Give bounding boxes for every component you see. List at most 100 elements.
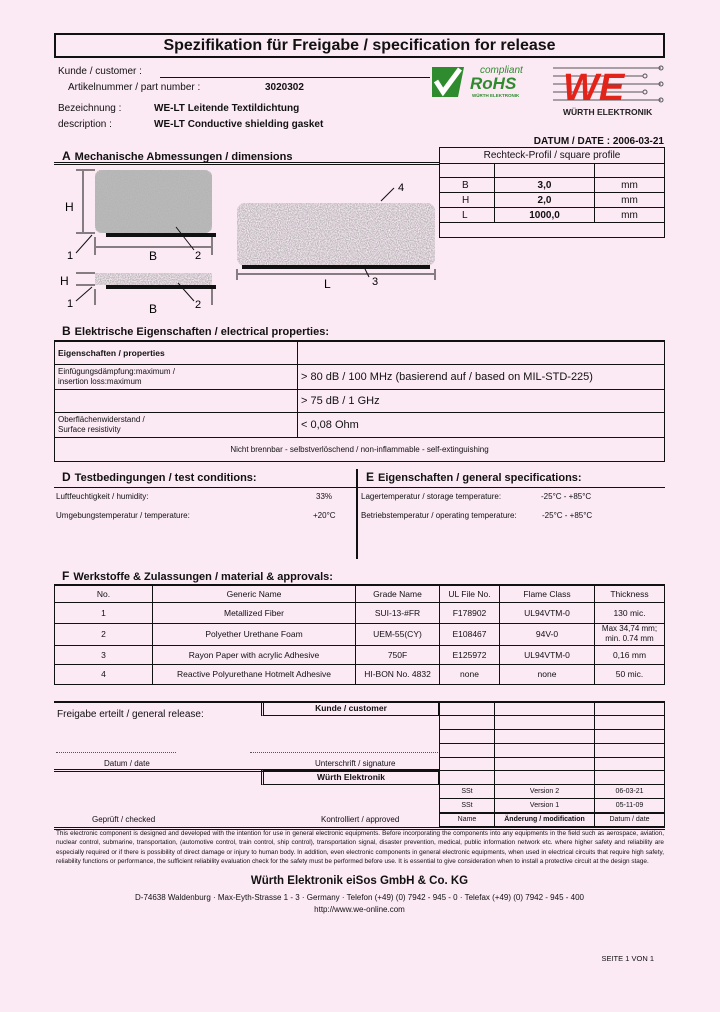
cell-generic-name: Polyether Urethane Foam [152, 622, 356, 646]
divider [54, 769, 439, 772]
column-header: UL File No. [439, 584, 500, 603]
table-row: B 3,0 mm [439, 177, 665, 193]
spec-label: Lagertemperatur / storage temperature: [361, 492, 502, 501]
electrical-properties-table: Eigenschaften / properties Einfügungsdäm… [54, 340, 665, 462]
test-condition-value: +20°C [313, 511, 336, 520]
cell-grade-name: SUI-13-#FR [355, 601, 440, 624]
signature-label: Unterschrift / signature [315, 759, 396, 768]
cell-grade-name: 750F [355, 644, 440, 665]
website-link[interactable]: http://www.we-online.com [314, 905, 405, 914]
customer-box: Kunde / customer [261, 701, 439, 716]
table-row: 2 Polyether Urethane Foam UEM-55(CY) E10846… [54, 622, 665, 646]
designation-label: Bezeichnung : [58, 103, 122, 114]
table-row: H 2,0 mm [439, 192, 665, 208]
section-title: Eigenschaften / general specifications: [378, 472, 582, 484]
date-line [56, 752, 176, 753]
column-header: Thickness [594, 584, 665, 603]
test-condition-value: 33% [316, 492, 333, 501]
table-row: SSt Version 2 06-03-21 [439, 784, 665, 799]
approved-label: Kontrolliert / approved [321, 815, 400, 824]
page-number: SEITE 1 VON 1 [601, 954, 654, 963]
customer-label: Kunde / customer : [58, 66, 142, 77]
test-condition-label: Luftfeuchtigkeit / humidity: [56, 492, 149, 501]
section-d-heading: D Testbedingungen / test conditions: [62, 470, 257, 484]
section-letter: E [366, 470, 375, 484]
cell-ul-file: E125972 [439, 644, 500, 665]
dim-name: H [439, 192, 495, 208]
table-row: 3 Rayon Paper with acrylic Adhesive 750F E1… [54, 644, 665, 665]
profile-table-header: Rechteck-Profil / square profile [439, 147, 665, 164]
rohs-top-text: compliant [480, 65, 524, 76]
table-row: L 1000,0 mm [439, 207, 665, 223]
cell-no: 4 [54, 663, 153, 685]
section-a-heading: A Mechanische Abmessungen / dimensions [62, 149, 293, 163]
section-letter: D [62, 470, 71, 484]
disclaimer: This electronic component is designed an… [56, 830, 664, 866]
properties-header: Eigenschaften / properties [54, 340, 298, 365]
revision-name: SSt [439, 798, 495, 813]
cell-thickness: 50 mic. [594, 663, 665, 685]
rohs-logo: compliant RoHS WÜRTH ELEKTRONIK [432, 63, 547, 99]
table-row: SSt Version 1 05-11-09 [439, 798, 665, 813]
flammability-note: Nicht brennbar - selbstverlöschend / non… [54, 436, 665, 462]
section-title: Mechanische Abmessungen / dimensions [74, 151, 293, 163]
property-value: > 80 dB / 100 MHz (basierend auf / based… [297, 363, 665, 390]
callout-2: 2 [195, 250, 201, 262]
dim-value: 3,0 [494, 177, 595, 193]
section-title: Testbedingungen / test conditions: [74, 472, 257, 484]
column-header: Grade Name [355, 584, 440, 603]
dim-unit: mm [594, 177, 665, 193]
cell-thickness: 0,16 mm [594, 644, 665, 665]
date-line: DATUM / DATE : 2006-03-21 [533, 136, 664, 147]
dim-label-h-2: H [60, 274, 69, 288]
cell-flame-class: none [499, 663, 595, 685]
table-row: > 75 dB / 1 GHz [54, 388, 665, 413]
spec-label: Betriebstemperatur / operating temperatu… [361, 511, 517, 520]
cell-generic-name: Reactive Polyurethane Hotmelt Adhesive [152, 663, 356, 685]
divider [54, 487, 356, 488]
cell-ul-file: none [439, 663, 500, 685]
rohs-main-text: RoHS [470, 74, 517, 93]
dimension-drawing: H B 1 2 H B 1 2 L 3 4 [54, 165, 444, 316]
callout-4: 4 [398, 182, 404, 194]
spec-value: -25°C - +85°C [542, 511, 593, 520]
dim-value: 1000,0 [494, 207, 595, 223]
cell-thickness: 130 mic. [594, 601, 665, 624]
dim-unit: mm [594, 192, 665, 208]
column-header: Generic Name [152, 584, 356, 603]
property-label: Einfügungsdämpfung:maximum / [58, 366, 175, 376]
revision-date: 05-11-09 [594, 798, 665, 813]
date-label: Datum / date [104, 759, 150, 768]
table-row: Einfügungsdämpfung:maximum / insertion lo… [54, 363, 665, 390]
cell-flame-class: UL94VTM-0 [499, 601, 595, 624]
release-top-line [54, 701, 665, 703]
part-number-label: Artikelnummer / part number : [68, 82, 201, 93]
revision-header: Datum / date [594, 812, 665, 827]
profile-table: Rechteck-Profil / square profile B 3,0 mm … [439, 147, 665, 238]
dim-name: L [439, 207, 495, 223]
section-separator [356, 469, 358, 559]
customer-field-line [160, 77, 430, 78]
cell-no: 1 [54, 601, 153, 624]
description-label: description : [58, 119, 112, 130]
cell-generic-name: Rayon Paper with acrylic Adhesive [152, 644, 356, 665]
section-b-heading: B Elektrische Eigenschaften / electrical … [62, 324, 329, 338]
property-label-en: Surface resistivity [58, 424, 121, 434]
revision-table: SSt Version 2 06-03-21 SSt Version 1 05-11-0… [439, 702, 665, 827]
dim-unit: mm [594, 207, 665, 223]
property-value: > 75 dB / 1 GHz [297, 388, 665, 413]
callout-1: 1 [67, 250, 73, 262]
test-condition-label: Umgebungstemperatur / temperature: [56, 511, 190, 520]
section-e-heading: E Eigenschaften / general specifications: [366, 470, 582, 484]
table-row: Oberflächenwiderstand / Surface resistivi… [54, 411, 665, 438]
revision-header: Änderung / modification [494, 812, 595, 827]
general-release-label: Freigabe erteilt / general release: [57, 709, 204, 720]
we-logo: WE WÜRTH ELEKTRONIK [553, 62, 666, 118]
cell-grade-name: UEM-55(CY) [355, 622, 440, 646]
dim-label-h: H [65, 200, 74, 214]
signature-line [250, 752, 438, 753]
callout-1-2: 1 [67, 298, 73, 310]
revision-name: SSt [439, 784, 495, 799]
table-header-row: No. Generic Name Grade Name UL File No. … [54, 584, 665, 603]
dim-value: 2,0 [494, 192, 595, 208]
